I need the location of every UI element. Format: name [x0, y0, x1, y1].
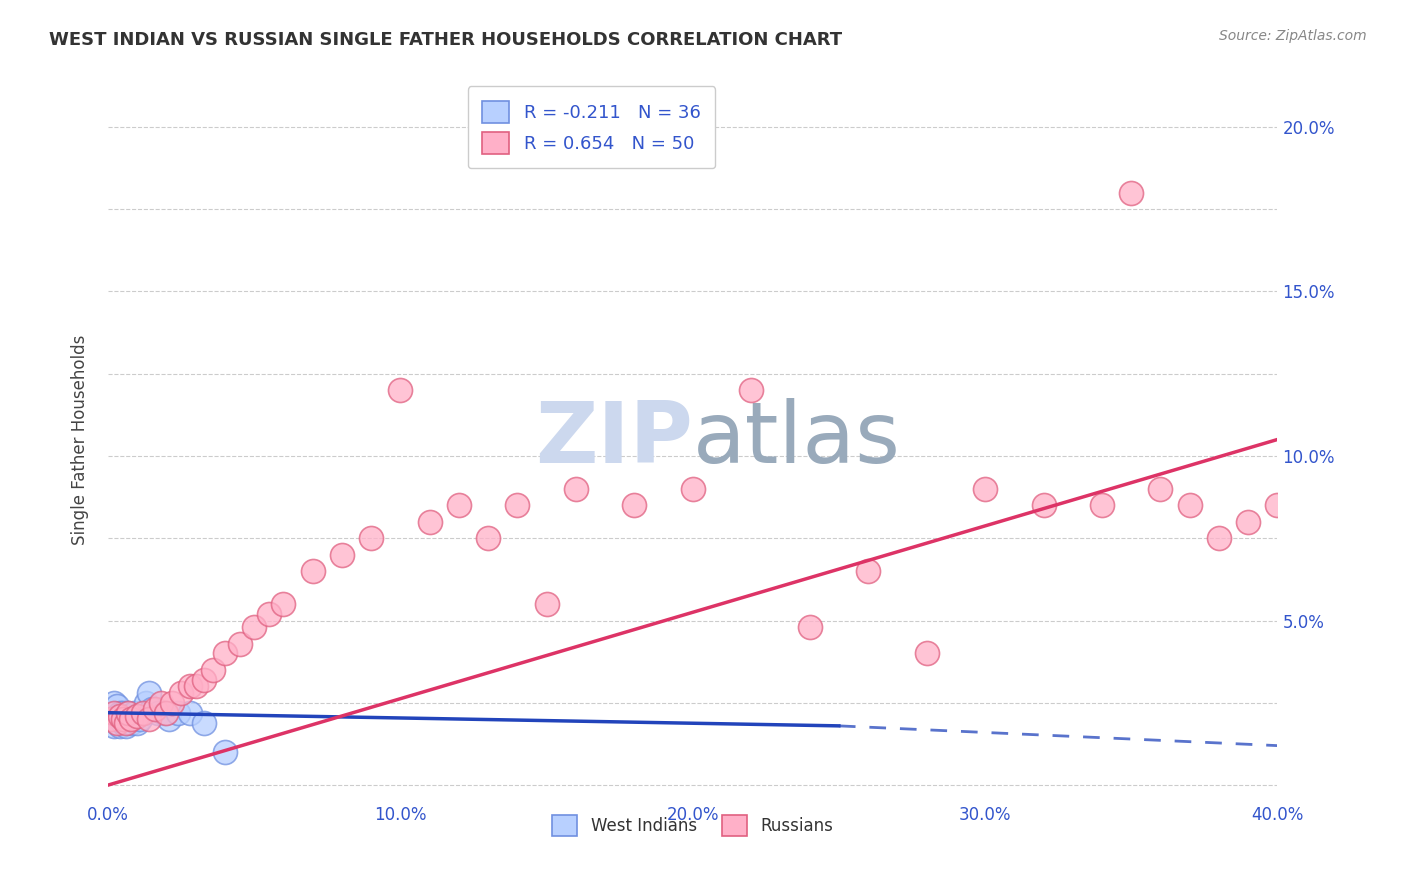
Point	[127, 709, 149, 723]
Point	[127, 715, 149, 730]
Point	[214, 647, 236, 661]
Point	[799, 620, 821, 634]
Point	[974, 482, 997, 496]
Point	[100, 712, 122, 726]
Point	[682, 482, 704, 496]
Point	[536, 597, 558, 611]
Point	[114, 712, 136, 726]
Point	[124, 706, 146, 720]
Point	[138, 712, 160, 726]
Point	[193, 673, 215, 687]
Point	[360, 531, 382, 545]
Point	[447, 499, 470, 513]
Point	[623, 499, 645, 513]
Point	[127, 709, 149, 723]
Point	[162, 696, 184, 710]
Legend: West Indians, Russians: West Indians, Russians	[544, 807, 841, 844]
Point	[330, 548, 353, 562]
Point	[111, 712, 134, 726]
Text: Source: ZipAtlas.com: Source: ZipAtlas.com	[1219, 29, 1367, 43]
Point	[228, 637, 250, 651]
Point	[564, 482, 586, 496]
Point	[138, 686, 160, 700]
Point	[389, 383, 412, 397]
Point	[103, 719, 125, 733]
Point	[477, 531, 499, 545]
Point	[120, 709, 142, 723]
Point	[117, 712, 139, 726]
Point	[111, 712, 134, 726]
Point	[124, 712, 146, 726]
Point	[179, 706, 201, 720]
Point	[103, 706, 125, 720]
Point	[141, 702, 163, 716]
Point	[143, 702, 166, 716]
Point	[214, 745, 236, 759]
Point	[129, 712, 152, 726]
Point	[114, 715, 136, 730]
Point	[1267, 499, 1289, 513]
Point	[1149, 482, 1171, 496]
Point	[111, 706, 134, 720]
Point	[257, 607, 280, 621]
Point	[103, 696, 125, 710]
Point	[915, 647, 938, 661]
Point	[1032, 499, 1054, 513]
Point	[1178, 499, 1201, 513]
Point	[1208, 531, 1230, 545]
Point	[105, 715, 128, 730]
Point	[111, 715, 134, 730]
Point	[243, 620, 266, 634]
Point	[157, 712, 180, 726]
Point	[105, 715, 128, 730]
Point	[419, 515, 441, 529]
Y-axis label: Single Father Households: Single Father Households	[72, 334, 89, 545]
Point	[506, 499, 529, 513]
Point	[740, 383, 762, 397]
Point	[179, 679, 201, 693]
Point	[108, 719, 131, 733]
Point	[103, 706, 125, 720]
Point	[152, 706, 174, 720]
Point	[155, 706, 177, 720]
Text: WEST INDIAN VS RUSSIAN SINGLE FATHER HOUSEHOLDS CORRELATION CHART: WEST INDIAN VS RUSSIAN SINGLE FATHER HOU…	[49, 31, 842, 49]
Point	[202, 663, 225, 677]
Point	[1121, 186, 1143, 200]
Point	[184, 679, 207, 693]
Point	[108, 706, 131, 720]
Point	[108, 712, 131, 726]
Text: ZIP: ZIP	[534, 398, 693, 481]
Point	[301, 564, 323, 578]
Point	[1237, 515, 1260, 529]
Point	[273, 597, 295, 611]
Point	[105, 699, 128, 714]
Point	[856, 564, 879, 578]
Point	[117, 706, 139, 720]
Point	[149, 696, 172, 710]
Point	[105, 709, 128, 723]
Point	[120, 715, 142, 730]
Point	[132, 706, 155, 720]
Point	[193, 715, 215, 730]
Point	[114, 719, 136, 733]
Point	[1091, 499, 1114, 513]
Point	[170, 686, 193, 700]
Point	[117, 706, 139, 720]
Point	[132, 706, 155, 720]
Point	[146, 706, 169, 720]
Text: atlas: atlas	[693, 398, 901, 481]
Point	[114, 709, 136, 723]
Point	[100, 712, 122, 726]
Point	[108, 709, 131, 723]
Point	[167, 706, 190, 720]
Point	[120, 712, 142, 726]
Point	[135, 696, 157, 710]
